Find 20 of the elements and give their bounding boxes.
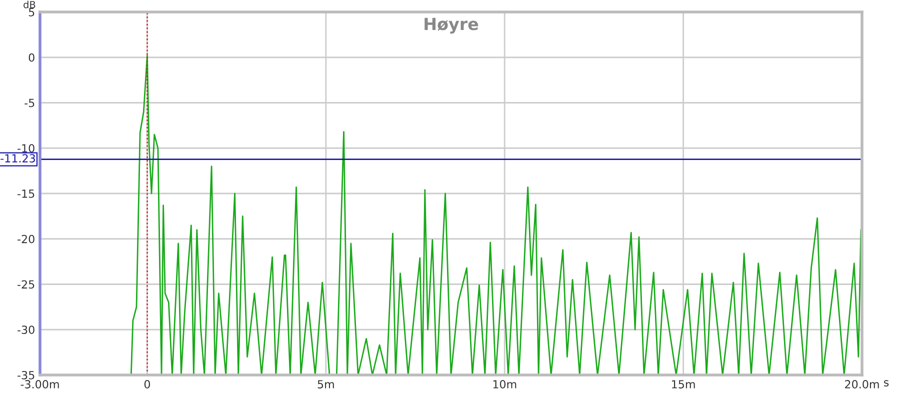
y-axis-title: dB — [24, 0, 36, 8]
y-tick-label: -20 — [18, 234, 34, 244]
x-tick-label: 5m — [318, 380, 334, 388]
line-series — [130, 54, 862, 375]
y-tick-label: 0 — [28, 53, 34, 62]
y-tick-label: -5 — [24, 98, 34, 108]
y-tick-label: -30 — [18, 326, 34, 334]
y-tick-label: -15 — [18, 190, 34, 198]
y-tick-label: -25 — [18, 280, 34, 289]
chart-title: Høyre — [424, 18, 478, 34]
x-tick-label: 15m — [672, 380, 695, 388]
y-tick-label: 5 — [28, 8, 34, 16]
y-tick-label: -10 — [18, 144, 34, 153]
x-tick-label: 0 — [144, 380, 150, 388]
x-axis-title: s — [884, 380, 889, 387]
ref-line-label: -11.23 — [0, 154, 35, 163]
x-tick-label: 20.0m — [845, 380, 879, 388]
x-tick-label: -3.00m — [20, 380, 59, 388]
y-tick-label: -35 — [18, 370, 34, 380]
x-tick-label: 10m — [493, 380, 516, 388]
